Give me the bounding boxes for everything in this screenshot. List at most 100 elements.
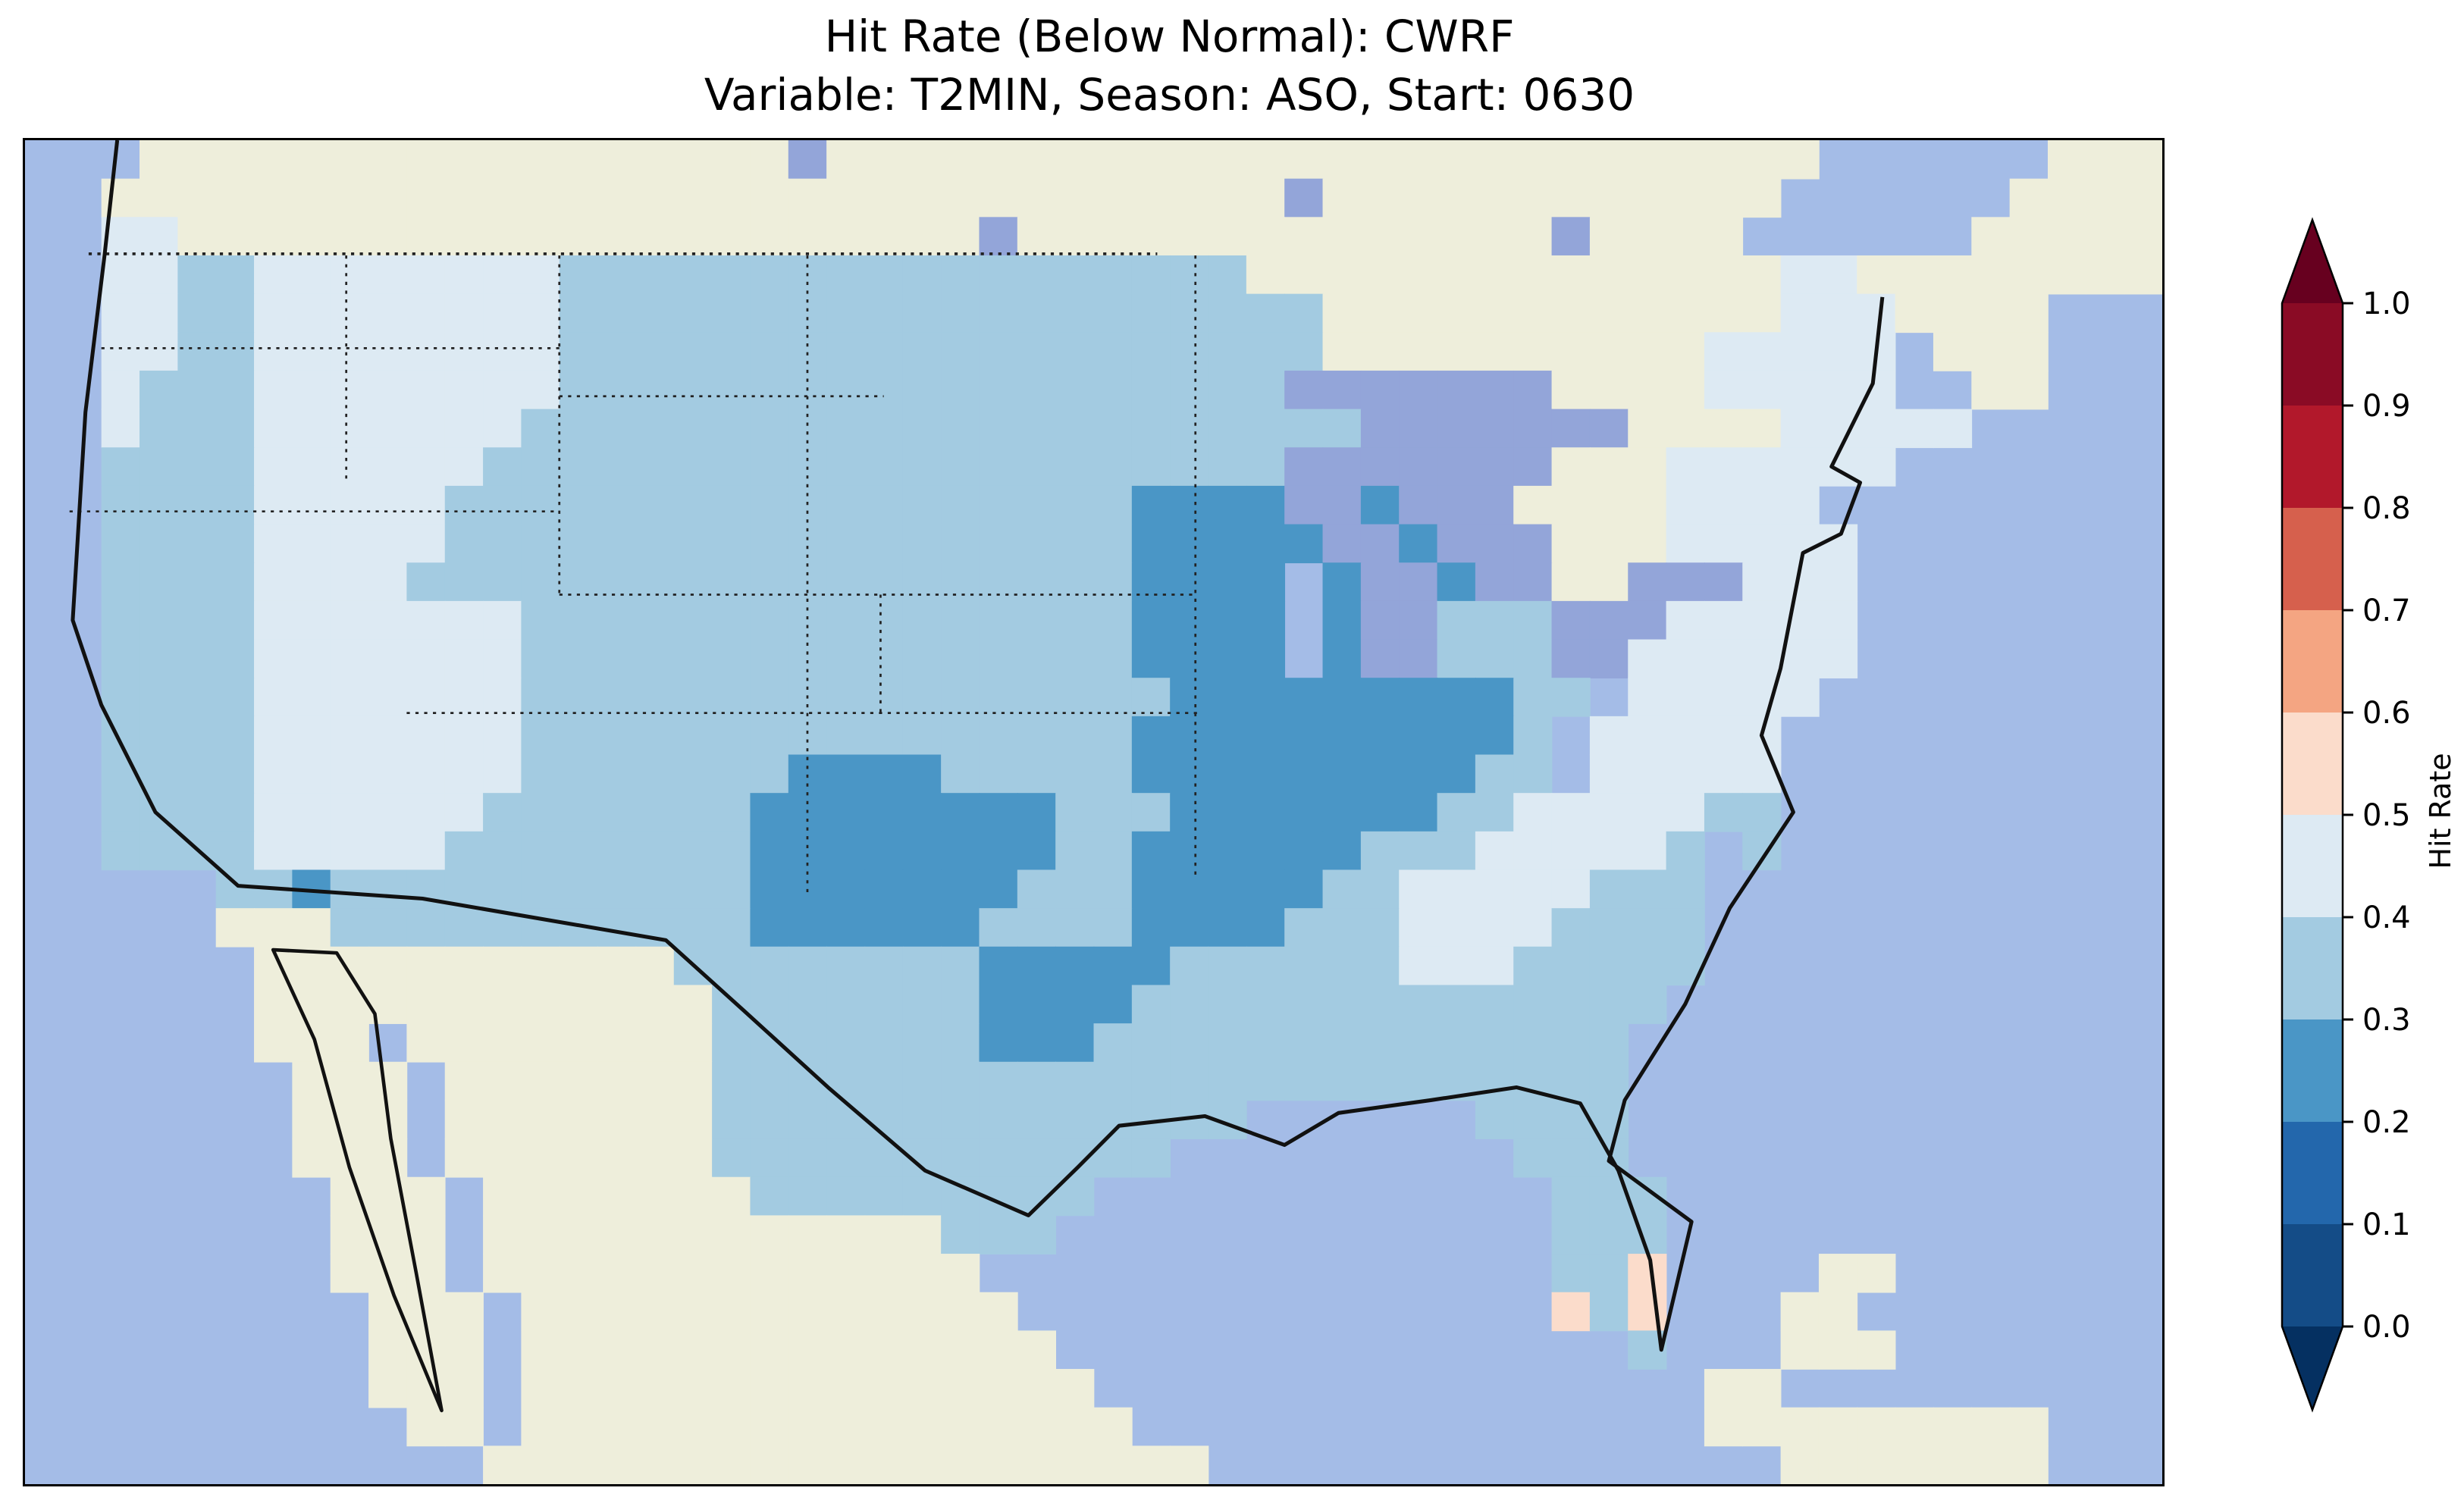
map-cell — [864, 908, 904, 947]
colorbar-segment — [2282, 406, 2343, 508]
map-cell — [1284, 217, 1324, 256]
map-cell — [1399, 678, 1438, 717]
map-cell — [597, 1254, 637, 1293]
map-cell — [712, 1445, 751, 1484]
map-cell — [712, 678, 751, 717]
map-cell — [1475, 639, 1515, 679]
map-cell — [1131, 678, 1171, 717]
map-cell — [1284, 1061, 1324, 1101]
map-cell — [826, 409, 866, 449]
map-cell — [1055, 985, 1095, 1024]
map-cell — [1093, 639, 1133, 679]
map-cell — [1284, 908, 1324, 947]
map-cell — [1170, 754, 1209, 794]
map-cell — [941, 600, 980, 641]
map-cell — [826, 1176, 866, 1217]
map-cell — [521, 485, 560, 525]
colorbar-canvas: 1.0 0.9 0.8 0.7 0.6 0.5 0.4 0.3 0.2 0.1 0.0 Hit Ra… — [2281, 217, 2457, 1413]
map-cell — [979, 140, 1018, 180]
map-cell — [368, 370, 408, 410]
map-cell — [521, 370, 560, 410]
map-cell — [1093, 217, 1133, 256]
map-cell — [1399, 293, 1438, 334]
map-cell — [1017, 140, 1056, 180]
map-cell — [1589, 908, 1629, 947]
map-cell — [559, 985, 598, 1024]
map-cell — [215, 600, 255, 641]
map-cell — [177, 370, 217, 410]
map-cell — [1284, 678, 1324, 717]
map-cell — [750, 1407, 789, 1447]
map-cell — [368, 678, 408, 717]
map-cell — [1170, 639, 1209, 679]
map-cell — [1399, 217, 1438, 256]
map-cell — [215, 293, 255, 334]
map-cell — [1666, 485, 1705, 525]
map-cell — [979, 946, 1018, 986]
map-cell — [521, 1292, 560, 1332]
map-cell — [979, 793, 1018, 832]
map-cell — [1742, 1369, 1782, 1408]
map-cell — [1895, 255, 1934, 295]
map-cell — [941, 678, 980, 717]
map-cell — [1093, 178, 1133, 218]
map-cell — [597, 754, 637, 794]
map-cell — [979, 754, 1018, 794]
map-cell — [1208, 831, 1247, 871]
map-cell — [140, 140, 179, 180]
map-cell — [101, 255, 140, 295]
map-cell — [1131, 447, 1171, 487]
map-cell — [1170, 678, 1209, 717]
map-cell — [1284, 370, 1324, 410]
map-cell — [635, 1292, 675, 1332]
map-cell — [1399, 754, 1438, 794]
map-cell — [254, 447, 293, 487]
map-cell — [826, 678, 866, 717]
map-cell — [1628, 524, 1667, 564]
map-cell — [826, 447, 866, 487]
map-cell — [1017, 831, 1056, 871]
map-cell — [1170, 831, 1209, 871]
map-cell — [673, 524, 713, 564]
map-cell — [368, 639, 408, 679]
map-cell — [177, 293, 217, 334]
map-cell — [979, 1139, 1018, 1178]
map-cell — [1857, 1445, 1896, 1484]
map-cell — [1551, 639, 1591, 679]
map-cell — [673, 140, 713, 180]
map-cell — [1704, 332, 1744, 371]
map-cell — [2009, 217, 2049, 256]
colorbar-tick-label: 0.4 — [2362, 900, 2411, 935]
map-cell — [1131, 754, 1171, 794]
map-cell — [1284, 831, 1324, 871]
map-cell — [788, 178, 827, 218]
map-cell — [1818, 1292, 1858, 1332]
map-cell — [292, 370, 331, 410]
map-cell — [368, 409, 408, 449]
map-cell — [1284, 1023, 1324, 1063]
map-cell — [559, 1139, 598, 1178]
map-cell — [941, 140, 980, 180]
map-cell — [712, 1139, 751, 1178]
map-cell — [597, 255, 637, 295]
map-cell — [979, 908, 1018, 947]
map-cell — [330, 293, 369, 334]
map-cell — [597, 140, 637, 180]
map-cell — [1360, 1061, 1400, 1101]
map-cell — [2009, 332, 2049, 371]
map-cell — [673, 1100, 713, 1139]
map-cell — [1475, 1023, 1515, 1063]
map-cell — [1704, 600, 1744, 641]
map-cell — [750, 255, 789, 295]
map-cell — [1513, 831, 1553, 871]
map-cell — [750, 1330, 789, 1370]
map-cell — [368, 1215, 408, 1254]
title-line-2: Variable: T2MIN, Season: ASO, Start: 063… — [704, 68, 1635, 121]
map-cell — [483, 1215, 522, 1254]
map-cell — [1055, 217, 1095, 256]
map-cell — [1055, 1023, 1095, 1063]
map-cell — [1284, 409, 1324, 449]
map-cell — [406, 332, 446, 371]
map-cell — [635, 678, 675, 717]
map-cell — [1284, 524, 1324, 564]
